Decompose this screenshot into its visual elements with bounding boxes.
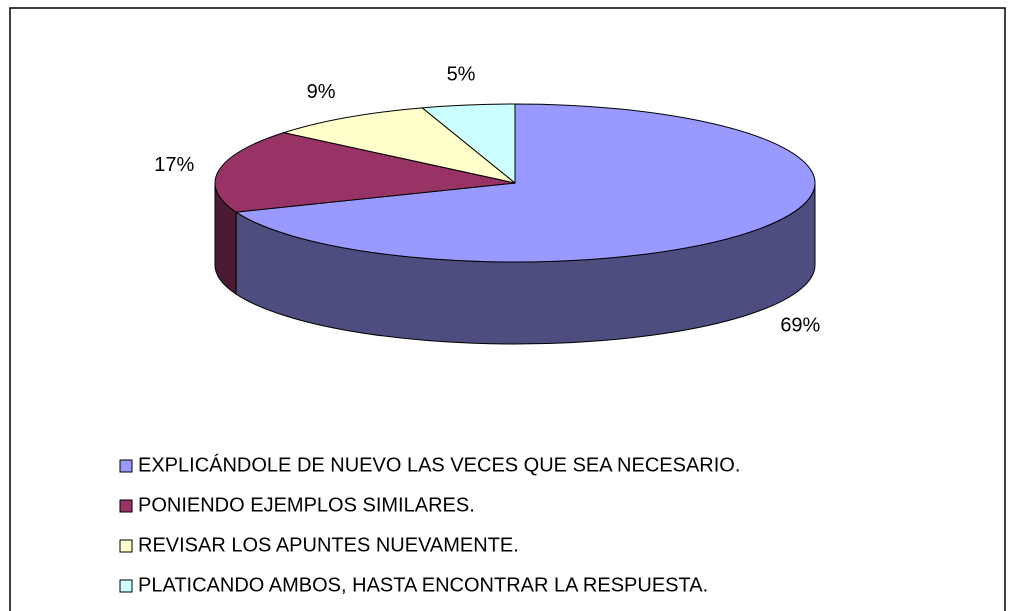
data-label: 9% [307, 81, 336, 103]
pie-slice [281, 107, 516, 184]
pie-slice [214, 132, 516, 213]
data-label: 5% [447, 64, 476, 86]
legend-label: EXPLICÁNDOLE DE NUEVO LAS VECES QUE SEA … [138, 453, 740, 476]
data-label: 69% [780, 315, 820, 337]
legend-label: REVISAR LOS APUNTES NUEVAMENTE. [138, 534, 519, 556]
legend-swatch [119, 499, 133, 513]
pie-slice [421, 103, 516, 185]
legend-label: PLATICANDO AMBOS, HASTA ENCONTRAR LA RES… [138, 574, 708, 596]
legend-swatch [119, 459, 133, 473]
legend-label: PONIENDO EJEMPLOS SIMILARES. [138, 494, 475, 516]
legend-swatch [119, 539, 133, 553]
pie-slice [234, 103, 816, 263]
data-label: 17% [154, 154, 194, 176]
legend-swatch [119, 579, 133, 593]
